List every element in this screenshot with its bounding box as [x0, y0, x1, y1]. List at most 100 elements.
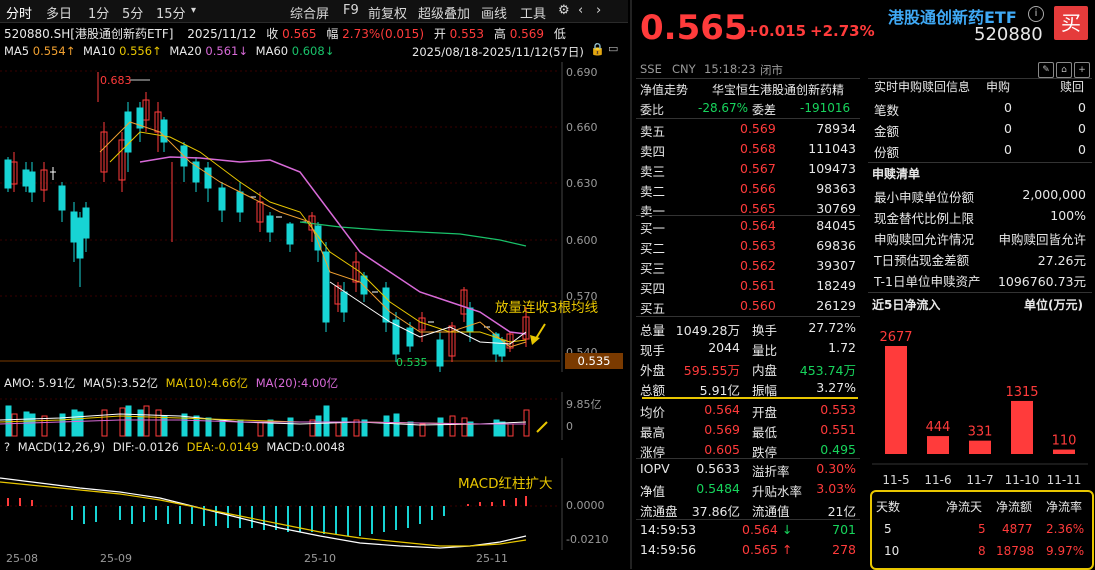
tab-1min[interactable]: 1分 [88, 7, 110, 22]
bid-book: 买一 0.564 84045 买二 0.563 69836 买三 0.562 39307 买四 0.… [636, 216, 860, 322]
book-volume: 78934 [816, 121, 856, 136]
tick-volume: 701 [832, 522, 856, 537]
expand-icon[interactable]: ▭ [608, 42, 619, 55]
quote-panel: 0.565 +0.015 +2.73% SSE CNY 15:18:23 闭市 … [636, 0, 875, 569]
stat-label: 外盘 [640, 363, 666, 378]
tracking-index: 华宝恒生港股通创新药精 [712, 83, 845, 97]
amo-label: AMO: [4, 376, 35, 390]
chart-toolbar: 分时 多日 1分 5分 15分 ▾ 综合屏 F9 前复权 超级叠加 画线 工具 … [0, 0, 628, 23]
stat-value: 3.03% [816, 481, 856, 496]
dea-value: -0.0149 [214, 440, 259, 454]
f9-button[interactable]: F9 [343, 3, 359, 18]
tick-time: 14:59:53 [640, 522, 697, 537]
header-flow-days: 净流天 [946, 500, 983, 514]
diff-value: -191016 [800, 101, 851, 115]
tab-15min[interactable]: 15分 [156, 7, 186, 22]
amo-ma20-value: 4.00亿 [301, 376, 339, 390]
list-item-label: T-1日单位申赎资产 [874, 274, 981, 289]
chevron-left-icon[interactable]: ‹ [578, 3, 584, 18]
list-item: 申购赎回允许情况 申购赎回皆允许 [868, 227, 1092, 248]
ma10-label: MA10 [83, 44, 116, 58]
stat-value: 2044 [708, 340, 740, 355]
book-row: 买一 0.564 84045 [636, 216, 860, 237]
gear-icon[interactable]: ⚙ [558, 3, 570, 18]
redeem-list: 最小申赎单位份额 2,000,000 现金替代比例上限 100% 申购赎回允许情况 申购赎… [868, 185, 1092, 295]
redeem-redeem-value: 0 [1078, 121, 1086, 136]
list-item-label: 现金替代比例上限 [874, 211, 975, 226]
macd-tick: 0.0000 [566, 499, 605, 512]
book-volume: 98363 [816, 181, 856, 196]
date-tick: 25-11 [476, 552, 508, 565]
cell-amount: 18798 [996, 544, 1035, 558]
question-icon[interactable]: ? [4, 440, 11, 454]
composite-screen-button[interactable]: 综合屏 [290, 7, 330, 22]
stat-label: 量比 [752, 343, 778, 358]
date-tick: 25-08 [6, 552, 38, 565]
buy-button[interactable]: 买 [1054, 6, 1088, 40]
inflow-bar [969, 440, 991, 454]
dif-value: -0.0126 [134, 440, 179, 454]
inflow-value-label: 1315 [1005, 385, 1038, 400]
stat-value: 0.553 [820, 402, 856, 417]
redeem-col-subscribe: 申购 [986, 80, 1011, 94]
list-item-label: T日预估现金差额 [874, 253, 970, 268]
adjust-button[interactable]: 前复权 [368, 7, 408, 22]
price-chart [0, 62, 563, 372]
header-days: 天数 [876, 500, 901, 514]
ma5-label: MA5 [4, 44, 30, 58]
book-volume: 30769 [816, 201, 856, 216]
ratio-value: -28.67% [698, 101, 749, 115]
inflow-category-label: 11-6 [924, 473, 951, 487]
low-label: 低 [553, 27, 566, 41]
stat-row: 总额 5.91亿 振幅 3.27% [636, 378, 860, 399]
tools-button[interactable]: 工具 [520, 7, 547, 22]
panel-divider [630, 0, 632, 569]
current-price-tag: 0.535 [565, 353, 623, 369]
draw-button[interactable]: 画线 [481, 7, 508, 22]
ma60-label: MA60 [255, 44, 289, 58]
overlay-button[interactable]: 超级叠加 [418, 7, 471, 22]
stat-label: 溢折率 [752, 464, 790, 479]
tab-multi-day[interactable]: 多日 [46, 7, 73, 22]
info-icon[interactable]: i [1028, 6, 1044, 22]
change-value: 2.73%(0.015) [342, 27, 424, 41]
book-volume: 109473 [808, 161, 856, 176]
book-level-label: 买四 [640, 281, 666, 296]
book-level-label: 卖四 [640, 144, 666, 159]
list-item-value: 申购赎回皆允许 [998, 232, 1086, 247]
book-price: 0.569 [740, 121, 776, 136]
price-tick: 0.600 [566, 234, 598, 247]
tick-volume: 278 [832, 542, 856, 557]
book-level-label: 买二 [640, 241, 666, 256]
ma-legend: MA5 0.554↑ MA10 0.556↑ MA20 0.561↓ MA60 … [4, 44, 335, 58]
list-item: 现金替代比例上限 100% [868, 206, 1092, 227]
tab-5min[interactable]: 5分 [122, 7, 144, 22]
change-label: 幅 [326, 27, 339, 41]
tick-price: 0.565 [742, 542, 778, 557]
fund-name: 港股通创新药ETF [888, 8, 1017, 27]
nav-trend-link[interactable]: 净值走势 [640, 83, 689, 97]
list-item-value: 100% [1050, 208, 1086, 223]
annotation-arrowhead [530, 335, 540, 345]
stat-value: 0.5484 [696, 481, 740, 496]
book-price: 0.567 [740, 161, 776, 176]
inflow-category-label: 11-11 [1047, 473, 1082, 487]
redeem-row: 笔数 0 0 [868, 98, 1092, 119]
stat-label: 流通值 [752, 504, 790, 519]
stat-row: 均价 0.564 开盘 0.553 [636, 400, 860, 421]
chevron-right-icon[interactable]: › [596, 3, 602, 18]
book-row: 买二 0.563 69836 [636, 236, 860, 257]
stat-value: 37.86亿 [691, 504, 740, 519]
redeem-row: 金额 0 0 [868, 119, 1092, 140]
book-volume: 39307 [816, 258, 856, 273]
lock-icon[interactable]: 🔒 [590, 42, 605, 56]
macd-value: 0.0048 [304, 440, 345, 454]
add-icon[interactable]: + [1074, 62, 1090, 78]
tab-intraday[interactable]: 分时 [6, 7, 33, 22]
period-dropdown-icon[interactable]: ▾ [191, 5, 197, 16]
pin-icon[interactable]: ⌂ [1056, 62, 1072, 78]
bar-date: 2025/11/12 [187, 27, 257, 41]
right-panel: 港股通创新药ETF i 520880 买 ✎ ⌂ + 实时申购赎回信息 申购 赎… [868, 0, 1095, 570]
edit-icon[interactable]: ✎ [1038, 62, 1054, 78]
amo-ma5-value: 3.52亿 [120, 376, 159, 390]
